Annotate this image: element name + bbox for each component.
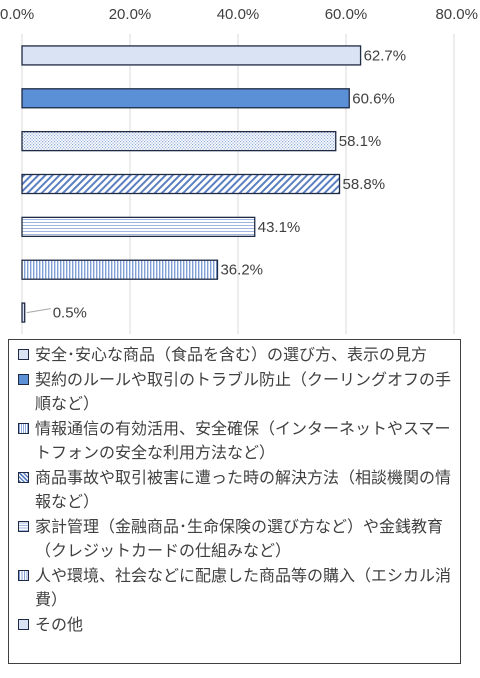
- x-tick-label: 60.0%: [325, 6, 368, 23]
- legend-item: その他: [15, 613, 454, 638]
- legend-item: 家計管理（金融商品･生命保険の選び方など）や金銭教育（クレジットカードの仕組みな…: [15, 515, 454, 564]
- legend-item: 契約のルールや取引のトラブル防止（クーリングオフの手順など）: [15, 368, 454, 417]
- legend-label: 情報通信の有効活用、安全確保（インターネットやスマートフォンの安全な利用方法など…: [35, 418, 451, 463]
- legend-label: 商品事故や取引被害に遭った時の解決方法（相談機関の情報など）: [35, 467, 452, 512]
- x-tick-label: 0.0%: [0, 6, 34, 23]
- legend-label: 契約のルールや取引のトラブル防止（クーリングオフの手順など）: [35, 369, 452, 414]
- data-label: 60.6%: [352, 90, 395, 107]
- legend-swatch: [18, 569, 29, 581]
- x-tick-label: 20.0%: [109, 6, 152, 23]
- bar: [21, 45, 362, 66]
- leader-line: [26, 308, 51, 314]
- legend-swatch: [18, 422, 29, 434]
- x-tick-label: 80.0%: [435, 6, 478, 23]
- data-label: 58.8%: [343, 176, 386, 193]
- legend: 安全･安心な商品（食品を含む）の選び方、表示の見方 契約のルールや取引のトラブル…: [8, 339, 461, 664]
- legend-swatch: [18, 349, 29, 360]
- legend-swatch: [18, 373, 29, 385]
- bars: [21, 45, 362, 323]
- legend-label: 家計管理（金融商品･生命保険の選び方など）や金銭教育（クレジットカードの仕組みな…: [35, 516, 444, 561]
- bar: [21, 130, 337, 152]
- legend-item: 安全･安心な商品（食品を含む）の選び方、表示の見方: [15, 343, 454, 368]
- legend-label: 安全･安心な商品（食品を含む）の選び方、表示の見方: [35, 345, 428, 364]
- legend-item: 情報通信の有効活用、安全確保（インターネットやスマートフォンの安全な利用方法など…: [15, 417, 454, 466]
- data-labels: 62.7% 60.6% 58.1% 58.8% 43.1% 36.2% 0.5%: [26, 47, 407, 322]
- legend-label: 人や環境、社会などに配慮した商品等の購入（エシカル消費）: [35, 565, 452, 610]
- bar: [21, 173, 341, 195]
- legend-item: 商品事故や取引被害に遭った時の解決方法（相談機関の情報など）: [15, 466, 454, 515]
- bar: [21, 88, 350, 109]
- data-label: 43.1%: [258, 219, 301, 236]
- bar-chart: 0.0% 20.0% 40.0% 60.0% 80.0% 62.7% 60.6% 58.1%…: [0, 6, 478, 334]
- data-label: 58.1%: [339, 133, 382, 150]
- legend-swatch: [18, 520, 29, 532]
- data-label: 36.2%: [220, 262, 263, 279]
- x-axis-ticks: 0.0% 20.0% 40.0% 60.0% 80.0%: [0, 6, 478, 23]
- data-label: 62.7%: [364, 47, 407, 64]
- legend-label: その他: [35, 614, 84, 634]
- bar: [21, 216, 256, 238]
- bar: [21, 302, 26, 323]
- legend-item: 人や環境、社会などに配慮した商品等の購入（エシカル消費）: [15, 564, 454, 613]
- bar: [21, 259, 219, 280]
- x-tick-label: 40.0%: [217, 6, 260, 23]
- legend-swatch: [18, 618, 29, 630]
- data-label: 0.5%: [53, 305, 87, 322]
- legend-swatch: [18, 471, 29, 483]
